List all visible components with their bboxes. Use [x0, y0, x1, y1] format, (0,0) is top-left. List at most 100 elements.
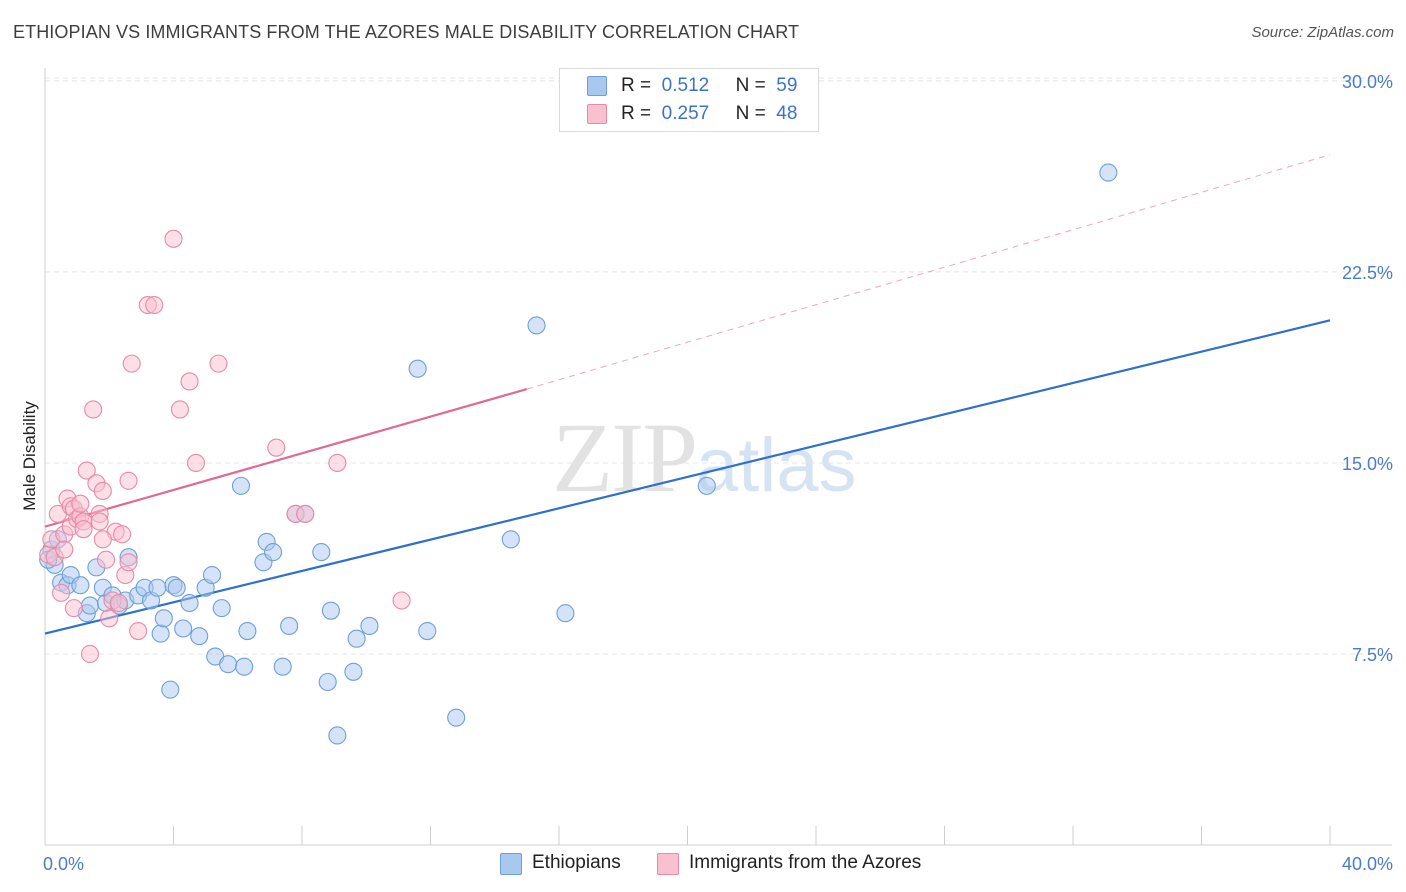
gridlines — [45, 77, 1392, 655]
n-value-ethiopians: 59 — [776, 75, 798, 96]
bottom-swatch-ethiopians — [500, 853, 522, 875]
point-azores — [267, 438, 286, 457]
point-azores — [84, 400, 103, 419]
trend-line-ethiopians — [44, 319, 1331, 635]
x-tick-label-end: 40.0% — [1342, 854, 1393, 874]
y-axis-title: Male Disability — [20, 401, 39, 511]
point-ethiopians — [212, 599, 231, 618]
point-azores — [296, 504, 315, 523]
bottom-swatch-azores — [657, 853, 679, 875]
point-ethiopians — [190, 627, 209, 646]
point-ethiopians — [161, 680, 180, 699]
point-azores — [328, 453, 347, 473]
point-ethiopians — [80, 596, 100, 615]
y-tick-label: 30.0% — [1342, 72, 1393, 92]
trend-line-azores — [44, 388, 528, 528]
data-points — [39, 163, 1118, 745]
n-label: N = — [735, 103, 766, 124]
point-ethiopians — [312, 543, 331, 562]
point-ethiopians — [167, 578, 186, 597]
y-tick-label: 15.0% — [1342, 454, 1393, 474]
point-ethiopians — [318, 672, 337, 692]
n-value-azores: 48 — [776, 103, 798, 124]
r-value-azores: 0.257 — [661, 103, 710, 124]
source-credit: Source: ZipAtlas.com — [1251, 24, 1394, 41]
point-ethiopians — [219, 655, 238, 674]
y-tick-label: 7.5% — [1352, 645, 1393, 665]
point-ethiopians — [344, 662, 363, 681]
point-ethiopians — [328, 726, 347, 745]
point-ethiopians — [273, 657, 292, 676]
point-ethiopians — [235, 657, 254, 676]
legend-swatch-ethiopians — [587, 76, 607, 96]
point-azores — [113, 525, 132, 544]
point-ethiopians — [1099, 163, 1118, 182]
point-azores — [119, 553, 138, 572]
r-label: R = — [621, 103, 652, 124]
trend-line-azores-extension — [526, 154, 1331, 390]
watermark-zip: ZIP — [552, 402, 698, 513]
watermark: ZIPatlas — [552, 400, 857, 515]
point-ethiopians — [447, 708, 466, 727]
watermark-atlas: atlas — [696, 423, 857, 508]
point-azores — [77, 461, 96, 480]
tick-labels: 7.5% 15.0% 22.5% 30.0% 0.0% 40.0% Male Disabil… — [20, 72, 1393, 874]
point-azores — [64, 599, 83, 618]
point-ethiopians — [347, 629, 366, 648]
point-azores — [96, 550, 116, 569]
point-azores — [119, 471, 138, 490]
correlation-legend: R = 0.512 N = 59 R = 0.257 N = 48 — [559, 68, 819, 132]
point-ethiopians — [280, 616, 299, 636]
point-ethiopians — [231, 476, 251, 495]
point-azores — [52, 583, 71, 602]
point-ethiopians — [151, 624, 170, 643]
point-ethiopians — [321, 601, 340, 620]
point-ethiopians — [174, 619, 193, 638]
point-azores — [90, 512, 109, 531]
point-ethiopians — [148, 578, 167, 597]
point-azores — [93, 530, 112, 549]
point-ethiopians — [556, 604, 575, 623]
point-ethiopians — [264, 543, 283, 562]
trend-lines — [44, 154, 1331, 635]
point-azores — [186, 453, 206, 473]
legend-swatch-azores — [587, 104, 607, 124]
point-ethiopians — [418, 622, 437, 641]
point-ethiopians — [360, 616, 379, 636]
axes — [44, 68, 1392, 846]
legend-stats-ethiopians: R = 0.512 N = 59 — [621, 75, 797, 97]
point-ethiopians — [154, 609, 173, 628]
bottom-legend-label-azores: Immigrants from the Azores — [689, 852, 922, 873]
point-azores — [109, 593, 128, 613]
point-azores — [93, 481, 112, 501]
point-ethiopians — [501, 530, 520, 549]
point-ethiopians — [203, 565, 222, 585]
y-tick-label: 22.5% — [1342, 263, 1393, 283]
point-azores — [164, 229, 183, 248]
point-ethiopians — [71, 576, 90, 595]
point-azores — [170, 400, 189, 419]
point-ethiopians — [408, 359, 427, 378]
point-azores — [209, 354, 228, 373]
r-value-ethiopians: 0.512 — [661, 75, 710, 96]
chart-title: ETHIOPIAN VS IMMIGRANTS FROM THE AZORES … — [13, 22, 800, 42]
point-ethiopians — [180, 593, 199, 613]
point-ethiopians — [527, 316, 546, 335]
point-azores — [55, 540, 74, 559]
point-azores — [100, 609, 119, 628]
point-ethiopians — [697, 476, 716, 495]
point-azores — [180, 372, 199, 391]
point-azores — [71, 494, 90, 513]
point-azores — [145, 295, 164, 315]
point-azores — [74, 520, 93, 539]
n-label: N = — [735, 75, 766, 96]
x-tick-label-start: 0.0% — [43, 854, 84, 874]
point-azores — [129, 622, 148, 641]
point-ethiopians — [238, 622, 257, 641]
point-azores — [122, 354, 141, 373]
r-label: R = — [621, 75, 652, 96]
bottom-legend-label-ethiopians: Ethiopians — [532, 852, 621, 873]
legend-stats-azores: R = 0.257 N = 48 — [621, 103, 797, 125]
point-azores — [392, 591, 411, 610]
